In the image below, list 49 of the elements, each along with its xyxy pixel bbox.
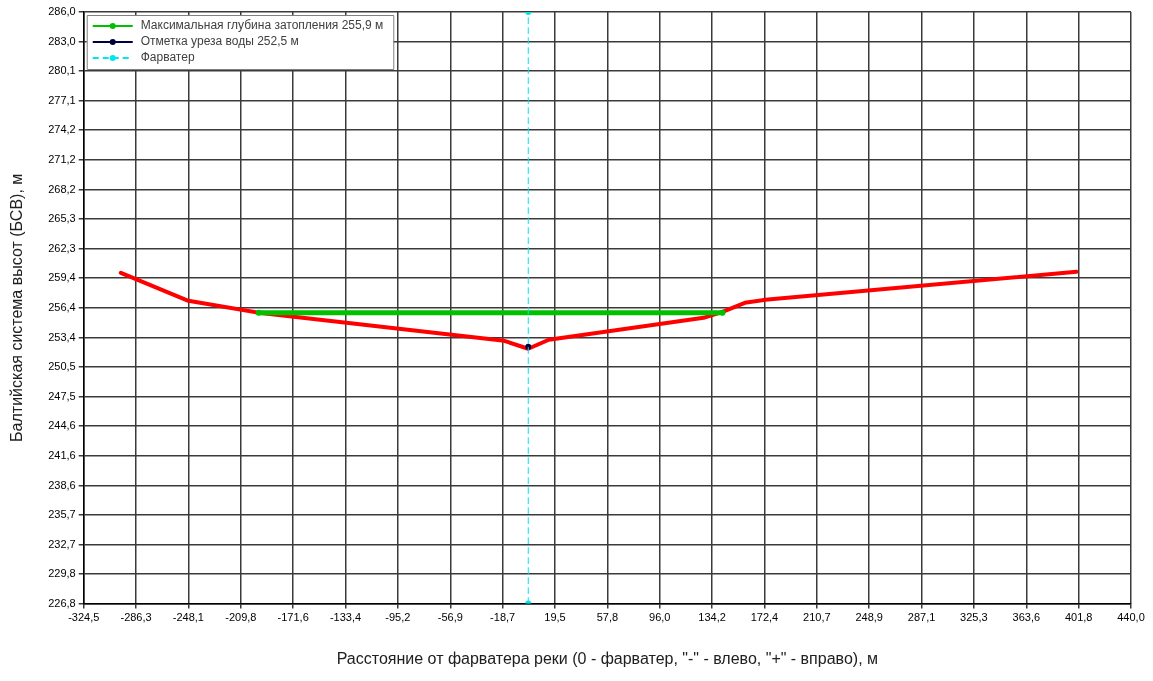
x-tick-label: 248,9 <box>855 611 883 624</box>
y-axis-title: Балтийская система высот (БСВ), м <box>8 173 26 442</box>
y-tick-label: 268,2 <box>48 182 76 195</box>
x-tick-label: 401,8 <box>1064 611 1093 624</box>
point <box>719 309 726 316</box>
legend-label: Отметка уреза воды 252,5 м <box>140 34 299 49</box>
legend-label: Фарватер <box>140 50 195 65</box>
x-tick-label: 57,8 <box>596 611 619 624</box>
x-tick-label: 363,6 <box>1012 611 1041 624</box>
y-tick-label: 247,5 <box>48 389 76 402</box>
y-tick-label: 265,3 <box>48 211 76 224</box>
y-tick-label: 229,8 <box>48 566 76 579</box>
x-tick-label: -56,9 <box>437 611 463 624</box>
y-tick-label: 283,0 <box>48 35 76 48</box>
x-tick-label: -209,8 <box>225 611 257 624</box>
y-tick-label: 256,4 <box>48 300 76 313</box>
x-axis-title: Расстояние от фарватера реки (0 - фарватер, "-" - влево, "+" - вправо), м <box>336 649 879 667</box>
y-tick-label: 262,3 <box>48 241 76 254</box>
y-tick-label: 244,6 <box>48 418 76 431</box>
x-tick-label: 172,4 <box>750 611 779 624</box>
x-tick-label: -324,5 <box>68 611 100 624</box>
x-tick-label: -133,4 <box>329 611 362 624</box>
y-tick-label: 280,1 <box>48 63 76 76</box>
y-tick-label: 259,4 <box>48 270 76 283</box>
x-tick-label: 325,3 <box>960 611 988 624</box>
x-tick-label: 287,1 <box>907 611 936 624</box>
x-tick-label: 19,5 <box>544 611 566 624</box>
y-tick-label: 274,2 <box>48 122 76 135</box>
point <box>255 309 262 316</box>
x-tick-label: 210,7 <box>803 611 831 624</box>
x-tick-label: -18,7 <box>490 611 516 624</box>
x-tick-label: -171,6 <box>277 611 309 624</box>
y-tick-label: 238,6 <box>48 478 76 491</box>
legend-label: Максимальная глубина затопления 255,9 м <box>140 18 384 33</box>
x-tick-label: 134,2 <box>698 611 726 624</box>
y-tick-label: 235,7 <box>48 507 76 520</box>
y-tick-label: 286,0 <box>48 5 76 18</box>
y-tick-label: 226,8 <box>48 596 76 609</box>
x-tick-label: -248,1 <box>172 611 204 624</box>
x-tick-label: -95,2 <box>385 611 411 624</box>
y-tick-label: 232,7 <box>48 537 76 550</box>
x-tick-label: 440,0 <box>1117 611 1145 624</box>
y-tick-label: 241,6 <box>48 448 76 461</box>
x-tick-label: -286,3 <box>120 611 152 624</box>
y-tick-label: 277,1 <box>48 93 76 106</box>
y-tick-label: 250,5 <box>48 359 76 372</box>
y-tick-label: 271,2 <box>48 152 76 165</box>
y-tick-label: 253,4 <box>48 330 76 343</box>
x-tick-label: 96,0 <box>649 611 671 624</box>
